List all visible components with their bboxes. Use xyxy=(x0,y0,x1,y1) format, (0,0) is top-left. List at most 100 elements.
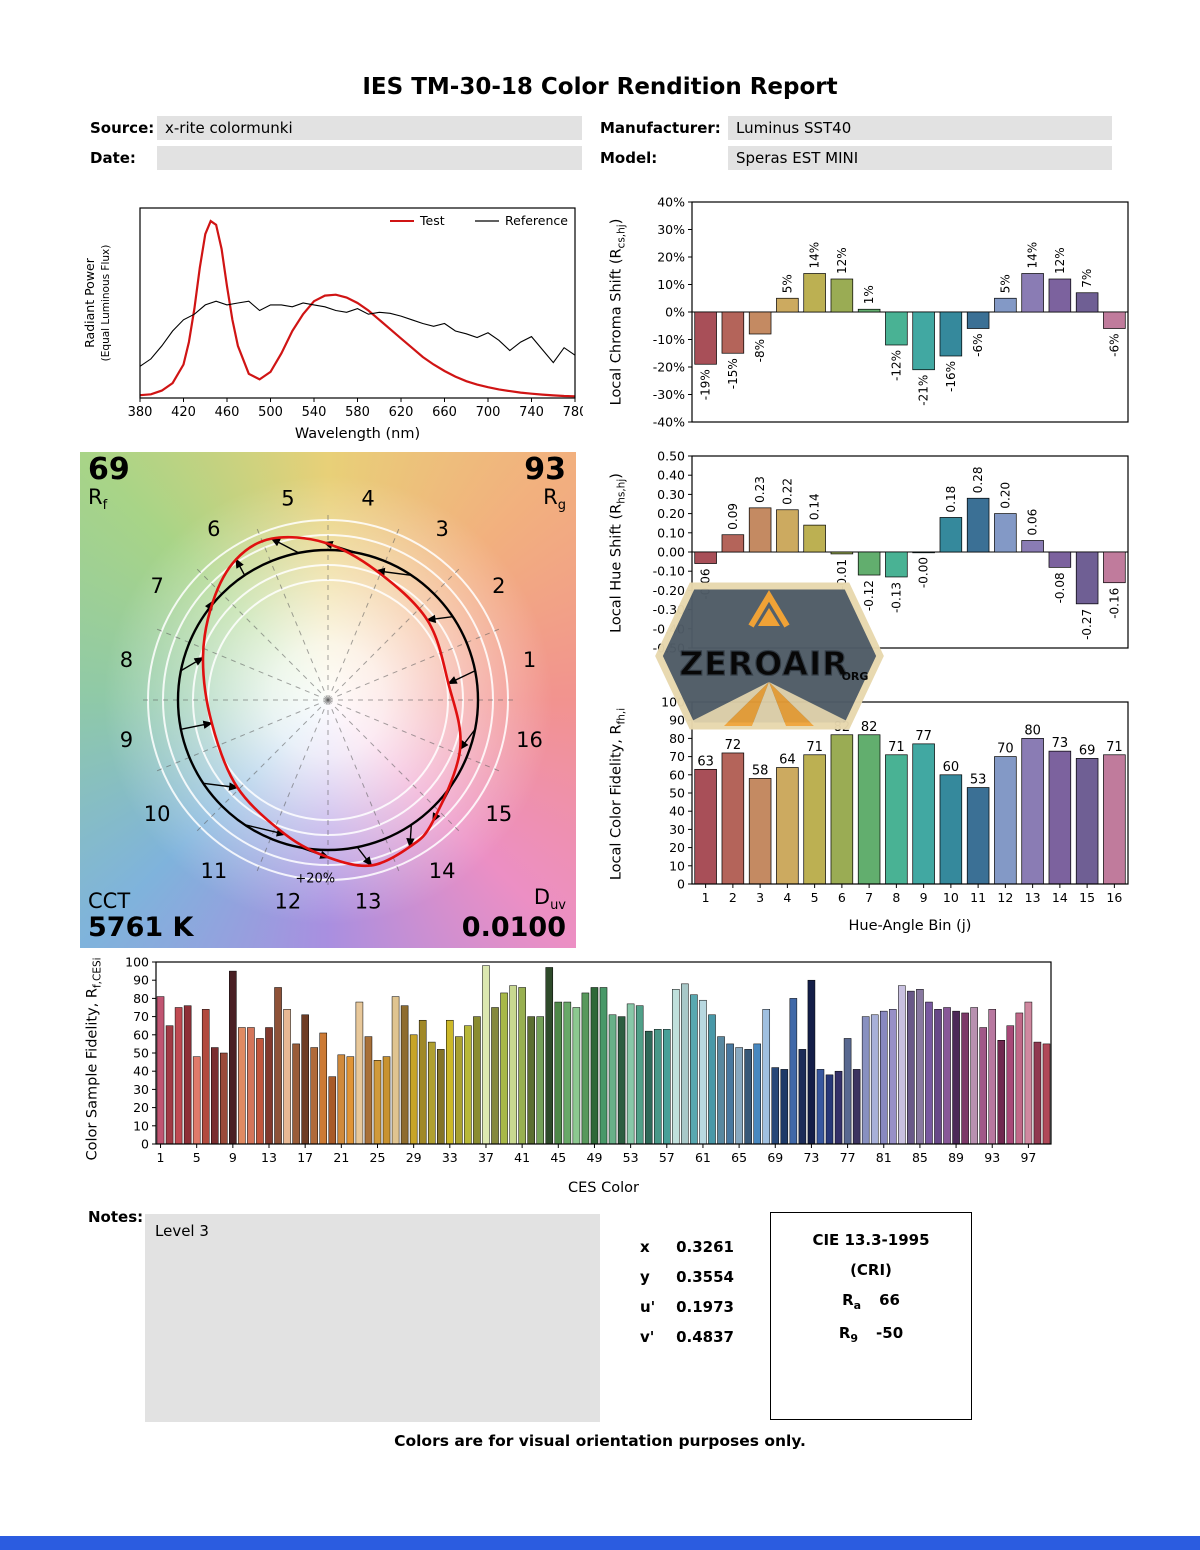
chroma-shift-svg: -40% -30% -20% -10% 0% 10% 20% 30% 40% -19% -15% -8… xyxy=(653,195,1129,430)
report-title: IES TM-30-18 Color Rendition Report xyxy=(362,74,838,100)
svg-text:-0.08: -0.08 xyxy=(1053,572,1067,603)
svg-text:14%: 14% xyxy=(808,242,822,269)
svg-text:77: 77 xyxy=(840,1150,856,1165)
svg-text:49: 49 xyxy=(587,1150,603,1165)
svg-text:6: 6 xyxy=(838,890,846,905)
ces-fidelity-chart: Color Sample Fidelity, Rf,CESi 0 10 20 30 40… xyxy=(78,950,1073,1204)
svg-text:+20%: +20% xyxy=(295,872,335,887)
notes-label: Notes: xyxy=(88,1208,144,1226)
svg-text:-30%: -30% xyxy=(653,387,685,402)
svg-text:Reference: Reference xyxy=(505,213,568,228)
svg-text:14%: 14% xyxy=(1026,242,1040,269)
svg-text:80: 80 xyxy=(669,731,685,746)
svg-text:700: 700 xyxy=(476,405,501,420)
svg-text:7: 7 xyxy=(865,890,873,905)
svg-text:5: 5 xyxy=(193,1150,201,1165)
svg-text:5: 5 xyxy=(811,890,819,905)
svg-text:0.50: 0.50 xyxy=(657,449,685,464)
svg-text:60: 60 xyxy=(669,767,685,782)
svg-text:58: 58 xyxy=(752,763,769,778)
source-label: Source: xyxy=(90,119,155,137)
svg-text:80: 80 xyxy=(1024,723,1041,738)
svg-text:9: 9 xyxy=(229,1150,237,1165)
svg-text:Hue-Angle Bin (j): Hue-Angle Bin (j) xyxy=(849,918,972,934)
svg-text:50: 50 xyxy=(133,1046,149,1061)
svg-text:20: 20 xyxy=(669,840,685,855)
color-vector-graphic: 1 2 3 4 5 6 7 8 9 10 11 12 13 14 15 16 +20% 69 Rf 93 Rg … xyxy=(80,452,576,948)
svg-text:60: 60 xyxy=(943,760,960,775)
svg-text:ORG: ORG xyxy=(842,670,869,683)
svg-text:580: 580 xyxy=(345,405,370,420)
svg-text:-0.27: -0.27 xyxy=(1080,609,1094,640)
svg-text:30: 30 xyxy=(669,822,685,837)
svg-text:0.20: 0.20 xyxy=(998,482,1012,509)
svg-text:780: 780 xyxy=(563,405,583,420)
svg-text:1: 1 xyxy=(157,1150,165,1165)
svg-text:740: 740 xyxy=(519,405,544,420)
svg-text:70: 70 xyxy=(133,1009,149,1024)
svg-text:9: 9 xyxy=(920,890,928,905)
svg-text:7: 7 xyxy=(150,574,163,598)
rg-score: 93 Rg xyxy=(524,452,566,514)
hue-shift-ylabel: Local Hue Shift (Rhs,hj) xyxy=(608,473,628,633)
date-label: Date: xyxy=(90,149,136,167)
svg-text:72: 72 xyxy=(725,738,742,753)
svg-text:9: 9 xyxy=(120,728,133,752)
svg-text:6: 6 xyxy=(207,517,220,541)
svg-text:82: 82 xyxy=(861,720,878,735)
notes-value: Level 3 xyxy=(145,1214,600,1422)
svg-text:97: 97 xyxy=(1020,1150,1036,1165)
svg-text:4: 4 xyxy=(783,890,791,905)
svg-text:0.18: 0.18 xyxy=(944,486,958,513)
svg-text:14: 14 xyxy=(1052,890,1068,905)
svg-text:12%: 12% xyxy=(835,247,849,274)
svg-text:73: 73 xyxy=(803,1150,819,1165)
svg-text:0.10: 0.10 xyxy=(657,525,685,540)
zeroair-watermark: ZEROAIR ORG xyxy=(652,576,887,736)
duv-value: Duv 0.0100 xyxy=(461,884,566,943)
rf-score: 69 Rf xyxy=(88,452,130,514)
svg-text:73: 73 xyxy=(1052,736,1069,751)
svg-text:ZEROAIR: ZEROAIR xyxy=(679,644,848,683)
svg-text:-10%: -10% xyxy=(653,332,685,347)
svg-text:0.23: 0.23 xyxy=(753,476,767,503)
svg-text:1: 1 xyxy=(523,648,536,672)
svg-text:90: 90 xyxy=(133,973,149,988)
svg-text:-40%: -40% xyxy=(653,415,685,430)
svg-text:70: 70 xyxy=(997,742,1014,757)
source-value: x-rite colormunki xyxy=(157,116,582,140)
svg-text:0.20: 0.20 xyxy=(657,506,685,521)
svg-text:69: 69 xyxy=(767,1150,783,1165)
svg-text:10: 10 xyxy=(943,890,959,905)
svg-text:0.28: 0.28 xyxy=(971,467,985,494)
svg-text:14: 14 xyxy=(429,859,456,883)
table-row: u' 0.1973 xyxy=(640,1298,734,1316)
svg-text:16: 16 xyxy=(1106,890,1122,905)
ces-ylabel: Color Sample Fidelity, Rf,CESi xyxy=(84,957,104,1161)
svg-text:21: 21 xyxy=(333,1150,349,1165)
svg-text:63: 63 xyxy=(697,754,714,769)
cct-value: CCT 5761 K xyxy=(88,889,194,943)
svg-text:660: 660 xyxy=(432,405,457,420)
svg-text:-0.00: -0.00 xyxy=(917,557,931,588)
svg-text:Wavelength (nm): Wavelength (nm) xyxy=(295,426,420,442)
model-label: Model: xyxy=(600,149,658,167)
cri-box: CIE 13.3-1995 (CRI) Ra 66 R9 -50 xyxy=(770,1212,972,1420)
svg-text:89: 89 xyxy=(948,1150,964,1165)
svg-text:10: 10 xyxy=(133,1118,149,1133)
svg-text:-0.13: -0.13 xyxy=(889,582,903,613)
chroma-shift-ylabel: Local Chroma Shift (Rcs,hj) xyxy=(608,218,628,406)
svg-text:0.22: 0.22 xyxy=(780,478,794,505)
svg-text:45: 45 xyxy=(550,1150,566,1165)
svg-text:25: 25 xyxy=(370,1150,386,1165)
manufacturer-value: Luminus SST40 xyxy=(728,116,1112,140)
svg-text:85: 85 xyxy=(912,1150,928,1165)
svg-text:40: 40 xyxy=(669,804,685,819)
svg-text:41: 41 xyxy=(514,1150,530,1165)
footer-disclaimer: Colors are for visual orientation purpos… xyxy=(394,1432,806,1450)
svg-text:-8%: -8% xyxy=(753,339,767,362)
zeroair-badge-icon: ZEROAIR ORG xyxy=(655,582,884,730)
svg-text:7%: 7% xyxy=(1080,269,1094,288)
r9-row: R9 -50 xyxy=(838,1324,904,1345)
